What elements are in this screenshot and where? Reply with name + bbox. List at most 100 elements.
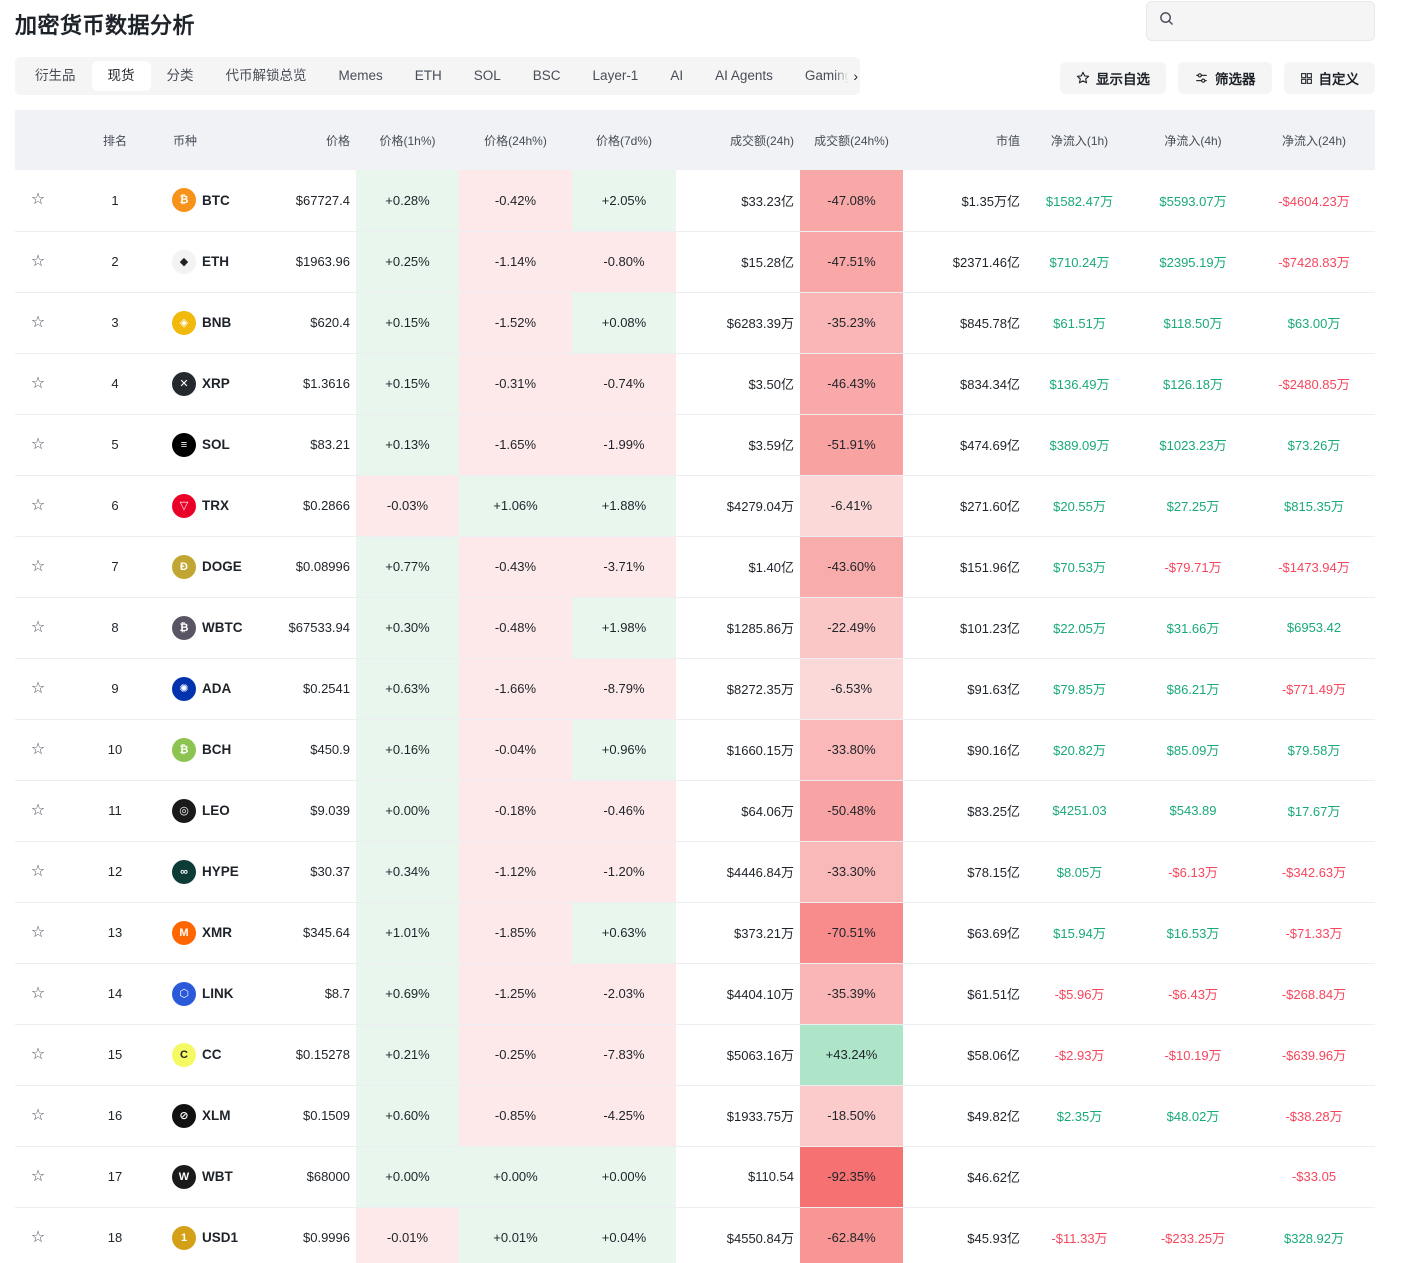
coin-cell[interactable]: M XMR — [169, 902, 255, 964]
table-row[interactable]: ☆ 15 C CC $0.15278 +0.21% -0.25% -7.83% $5063.16… — [15, 1024, 1375, 1086]
table-row[interactable]: ☆ 3 ◈ BNB $620.4 +0.15% -1.52% +0.08% $6283.39万 -… — [15, 292, 1375, 354]
table-row[interactable]: ☆ 13 M XMR $345.64 +1.01% -1.85% +0.63% $373.21万… — [15, 902, 1375, 964]
favorite-toggle[interactable]: ☆ — [15, 780, 61, 842]
coin-cell[interactable]: ₿ WBTC — [169, 597, 255, 659]
rank-cell: 11 — [61, 780, 169, 842]
price-cell: $620.4 — [255, 292, 356, 354]
star-outline-icon: ☆ — [30, 1045, 46, 1063]
table-row[interactable]: ☆ 11 ◎ LEO $9.039 +0.00% -0.18% -0.46% $64.06万 -5… — [15, 780, 1375, 842]
price-cell: $9.039 — [255, 780, 356, 842]
show-watchlist-button[interactable]: 显示自选 — [1060, 62, 1166, 94]
customize-button[interactable]: 自定义 — [1283, 62, 1375, 94]
favorite-toggle[interactable]: ☆ — [15, 353, 61, 415]
coin-cell[interactable]: ◈ BNB — [169, 292, 255, 354]
table-row[interactable]: ☆ 16 ⊘ XLM $0.1509 +0.60% -0.85% -4.25% $1933.75… — [15, 1085, 1375, 1147]
column-header-netflow-1h[interactable]: 净流入(1h) — [1026, 110, 1133, 170]
table-row[interactable]: ☆ 10 ₿ BCH $450.9 +0.16% -0.04% +0.96% $1660.15万… — [15, 719, 1375, 781]
column-header-volume-24h[interactable]: 成交额(24h) — [676, 110, 800, 170]
tab-item[interactable]: AI — [670, 68, 684, 83]
volume-change-24h-cell: +43.24% — [800, 1024, 903, 1086]
volume-24h-cell: $1285.86万 — [676, 597, 800, 659]
favorite-toggle[interactable]: ☆ — [15, 719, 61, 781]
table-row[interactable]: ☆ 14 ⬡ LINK $8.7 +0.69% -1.25% -2.03% $4404.10万 -… — [15, 963, 1375, 1025]
star-outline-icon: ☆ — [30, 1228, 46, 1246]
coin-cell[interactable]: C CC — [169, 1024, 255, 1086]
coin-cell[interactable]: ◆ ETH — [169, 231, 255, 293]
tab-item[interactable]: 衍生品 — [35, 68, 76, 83]
coin-cell[interactable]: ₿ BCH — [169, 719, 255, 781]
favorite-toggle[interactable]: ☆ — [15, 1085, 61, 1147]
tab-item[interactable]: 分类 — [166, 68, 194, 83]
tab-item[interactable]: Layer-1 — [592, 68, 639, 83]
favorite-toggle[interactable]: ☆ — [15, 536, 61, 598]
favorite-toggle[interactable]: ☆ — [15, 597, 61, 659]
table-row[interactable]: ☆ 1 ₿ BTC $67727.4 +0.28% -0.42% +2.05% $33.23亿 -… — [15, 170, 1375, 232]
tab-item[interactable]: Memes — [338, 68, 383, 83]
tab-item[interactable]: AI Agents — [715, 68, 773, 83]
column-header-price[interactable]: 价格 — [255, 110, 356, 170]
column-header-price-24h[interactable]: 价格(24h%) — [459, 110, 572, 170]
rank-cell: 15 — [61, 1024, 169, 1086]
coin-cell[interactable]: ⬡ LINK — [169, 963, 255, 1025]
tab-item[interactable]: BSC — [532, 68, 561, 83]
netflow-1h-cell: -$2.93万 — [1026, 1024, 1133, 1086]
coin-cell[interactable]: ∞ HYPE — [169, 841, 255, 903]
column-header-market-cap[interactable]: 市值 — [903, 110, 1026, 170]
coin-cell[interactable]: ≡ SOL — [169, 414, 255, 476]
favorite-toggle[interactable]: ☆ — [15, 231, 61, 293]
favorite-toggle[interactable]: ☆ — [15, 170, 61, 232]
coin-cell[interactable]: ◎ LEO — [169, 780, 255, 842]
column-header-volume-change-24h[interactable]: 成交额(24h%) — [800, 110, 903, 170]
favorite-toggle[interactable]: ☆ — [15, 1207, 61, 1263]
search-input[interactable] — [1182, 13, 1362, 29]
table-row[interactable]: ☆ 4 ✕ XRP $1.3616 +0.15% -0.31% -0.74% $3.50亿 -46… — [15, 353, 1375, 415]
star-outline-icon: ☆ — [30, 435, 46, 453]
tab-item[interactable]: 代币解锁总览 — [225, 68, 307, 83]
favorite-toggle[interactable]: ☆ — [15, 292, 61, 354]
market-cap-cell: $1.35万亿 — [903, 170, 1026, 232]
coin-cell[interactable]: Ð DOGE — [169, 536, 255, 598]
price-change-24h-cell: -0.18% — [459, 780, 572, 842]
favorite-toggle[interactable]: ☆ — [15, 1024, 61, 1086]
coin-cell[interactable]: ✺ ADA — [169, 658, 255, 720]
table-row[interactable]: ☆ 7 Ð DOGE $0.08996 +0.77% -0.43% -3.71% $1.40亿 -… — [15, 536, 1375, 598]
table-row[interactable]: ☆ 8 ₿ WBTC $67533.94 +0.30% -0.48% +1.98% $1285.… — [15, 597, 1375, 659]
table-row[interactable]: ☆ 12 ∞ HYPE $30.37 +0.34% -1.12% -1.20% $4446.84… — [15, 841, 1375, 903]
table-row[interactable]: ☆ 2 ◆ ETH $1963.96 +0.25% -1.14% -0.80% $15.28亿 -… — [15, 231, 1375, 293]
price-change-1h-cell: +0.15% — [356, 353, 459, 415]
coin-cell[interactable]: ✕ XRP — [169, 353, 255, 415]
coin-cell[interactable]: ▽ TRX — [169, 475, 255, 537]
coin-cell[interactable]: 1 USD1 — [169, 1207, 255, 1263]
table-row[interactable]: ☆ 18 1 USD1 $0.9996 -0.01% +0.01% +0.04% $4550.8… — [15, 1207, 1375, 1263]
price-change-24h-cell: -0.48% — [459, 597, 572, 659]
tab-item[interactable]: SOL — [473, 68, 501, 83]
price-change-24h-cell: -1.12% — [459, 841, 572, 903]
table-row[interactable]: ☆ 17 W WBT $68000 +0.00% +0.00% +0.00% $110.54 -9… — [15, 1146, 1375, 1208]
filter-button[interactable]: 筛选器 — [1178, 62, 1272, 94]
tab-item[interactable]: 现货 — [91, 61, 151, 91]
coin-cell[interactable]: ₿ BTC — [169, 170, 255, 232]
star-outline-icon: ☆ — [30, 191, 46, 209]
search-box[interactable] — [1146, 1, 1375, 41]
coin-cell[interactable]: ⊘ XLM — [169, 1085, 255, 1147]
sliders-icon — [1194, 71, 1209, 85]
tab-item[interactable]: ETH — [414, 68, 442, 83]
favorite-toggle[interactable]: ☆ — [15, 414, 61, 476]
favorite-toggle[interactable]: ☆ — [15, 475, 61, 537]
table-row[interactable]: ☆ 6 ▽ TRX $0.2866 -0.03% +1.06% +1.88% $4279.04万… — [15, 475, 1375, 537]
favorite-toggle[interactable]: ☆ — [15, 658, 61, 720]
favorite-toggle[interactable]: ☆ — [15, 963, 61, 1025]
favorite-toggle[interactable]: ☆ — [15, 1146, 61, 1208]
column-header-netflow-4h[interactable]: 净流入(4h) — [1133, 110, 1253, 170]
tabs-scroll-right-icon[interactable]: › — [834, 57, 860, 95]
coin-symbol: LINK — [202, 986, 234, 1001]
column-header-price-1h[interactable]: 价格(1h%) — [356, 110, 459, 170]
favorite-toggle[interactable]: ☆ — [15, 902, 61, 964]
star-outline-icon: ☆ — [30, 252, 46, 270]
table-row[interactable]: ☆ 5 ≡ SOL $83.21 +0.13% -1.65% -1.99% $3.59亿 -51.… — [15, 414, 1375, 476]
coin-cell[interactable]: W WBT — [169, 1146, 255, 1208]
favorite-toggle[interactable]: ☆ — [15, 841, 61, 903]
column-header-price-7d[interactable]: 价格(7d%) — [572, 110, 676, 170]
table-row[interactable]: ☆ 9 ✺ ADA $0.2541 +0.63% -1.66% -8.79% $8272.35万… — [15, 658, 1375, 720]
column-header-netflow-24h[interactable]: 净流入(24h) — [1253, 110, 1375, 170]
